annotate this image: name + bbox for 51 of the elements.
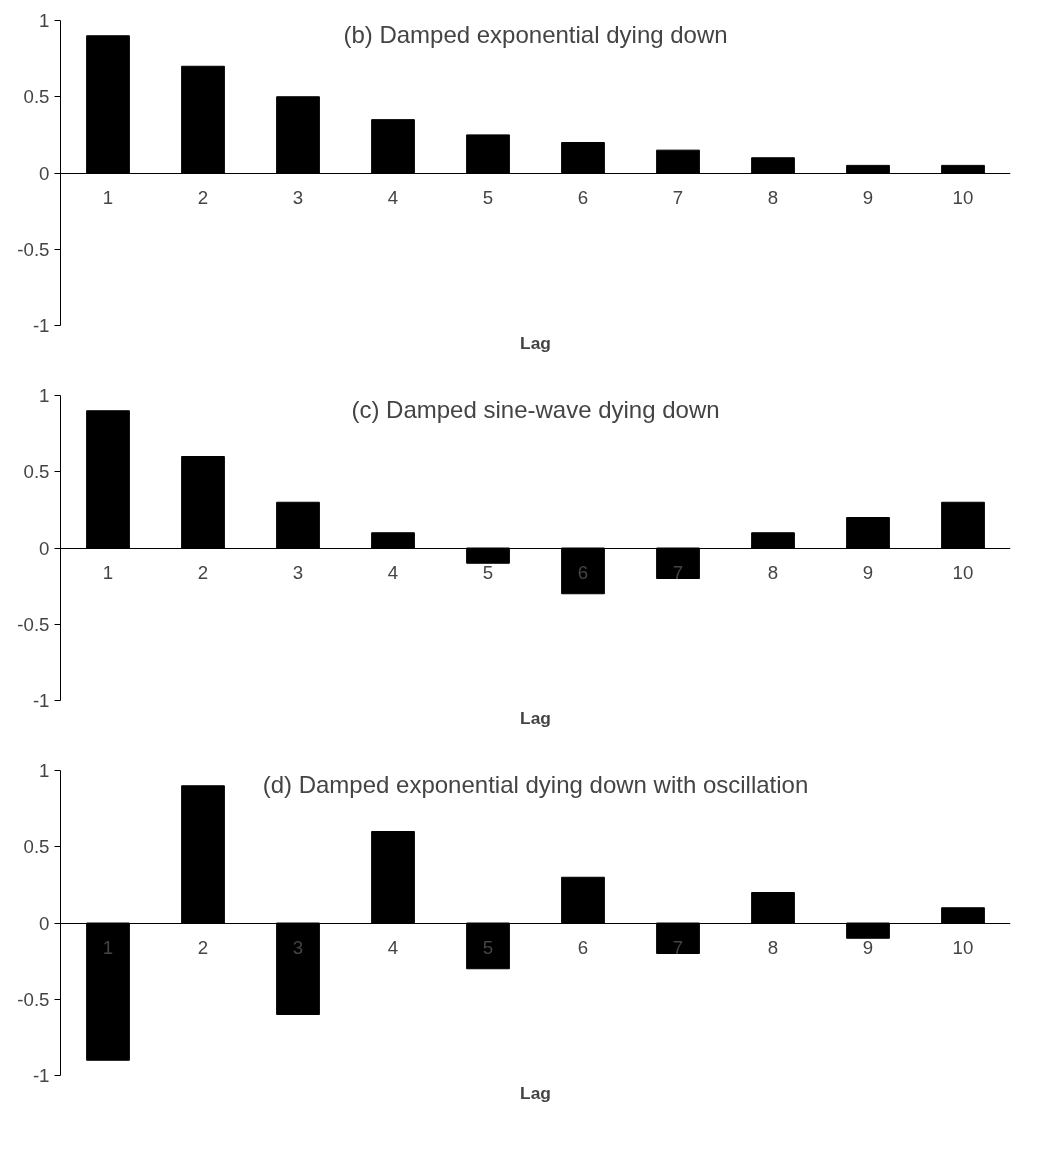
x-tick-label: 3 xyxy=(292,937,304,958)
y-tick-label: 0 xyxy=(39,162,50,184)
x-axis-title: Lag xyxy=(520,1082,551,1103)
x-axis-title: Lag xyxy=(520,707,551,728)
x-tick-label: 3 xyxy=(292,187,304,208)
chart-title: (d) Damped exponential dying down with oscillation xyxy=(262,770,809,798)
x-tick-label: 4 xyxy=(387,562,399,583)
x-tick-label: 6 xyxy=(577,937,589,958)
x-tick-label: 1 xyxy=(102,937,114,958)
y-tick-label: 1 xyxy=(39,385,50,406)
x-tick-label: 5 xyxy=(482,937,494,958)
x-tick-label: 9 xyxy=(862,937,874,958)
x-tick-label: 1 xyxy=(102,562,114,583)
y-tick-label: 0.5 xyxy=(23,461,50,483)
y-tick-label: 0.5 xyxy=(23,836,50,858)
y-tick-label: 0 xyxy=(39,912,50,934)
y-tick-label: -0.5 xyxy=(17,988,50,1010)
y-tick-label: 0 xyxy=(39,537,50,559)
x-tick-label: 8 xyxy=(767,937,779,958)
x-axis-title: Lag xyxy=(520,332,551,353)
y-tick-label: -1 xyxy=(32,690,50,711)
y-tick-label: -0.5 xyxy=(17,613,50,635)
x-tick-label: 4 xyxy=(387,187,399,208)
x-tick-label: 5 xyxy=(482,562,494,583)
x-tick-label: 9 xyxy=(862,187,874,208)
x-tick-label: 7 xyxy=(672,562,684,583)
x-tick-label: 10 xyxy=(952,187,974,208)
y-tick-label: -1 xyxy=(32,315,50,336)
x-tick-label: 7 xyxy=(672,937,684,958)
x-tick-label: 9 xyxy=(862,562,874,583)
y-tick-label: 0.5 xyxy=(23,86,50,108)
x-tick-label: 2 xyxy=(197,937,209,958)
y-tick-label: 1 xyxy=(39,10,50,31)
y-tick-label: 1 xyxy=(39,760,50,781)
y-tick-label: -0.5 xyxy=(17,238,50,260)
x-tick-label: 10 xyxy=(952,937,974,958)
chart-title: (c) Damped sine-wave dying down xyxy=(351,395,720,423)
x-tick-label: 6 xyxy=(577,562,589,583)
x-tick-label: 8 xyxy=(767,562,779,583)
x-tick-label: 8 xyxy=(767,187,779,208)
x-tick-label: 4 xyxy=(387,937,399,958)
x-tick-label: 5 xyxy=(482,187,494,208)
chart-title: (b) Damped exponential dying down xyxy=(343,20,728,48)
x-tick-label: 6 xyxy=(577,187,589,208)
x-tick-label: 10 xyxy=(952,562,974,583)
x-tick-label: 3 xyxy=(292,562,304,583)
x-tick-label: 1 xyxy=(102,187,114,208)
y-tick-label: -1 xyxy=(32,1065,50,1086)
x-tick-label: 2 xyxy=(197,562,209,583)
x-tick-label: 2 xyxy=(197,187,209,208)
x-tick-label: 7 xyxy=(672,187,684,208)
